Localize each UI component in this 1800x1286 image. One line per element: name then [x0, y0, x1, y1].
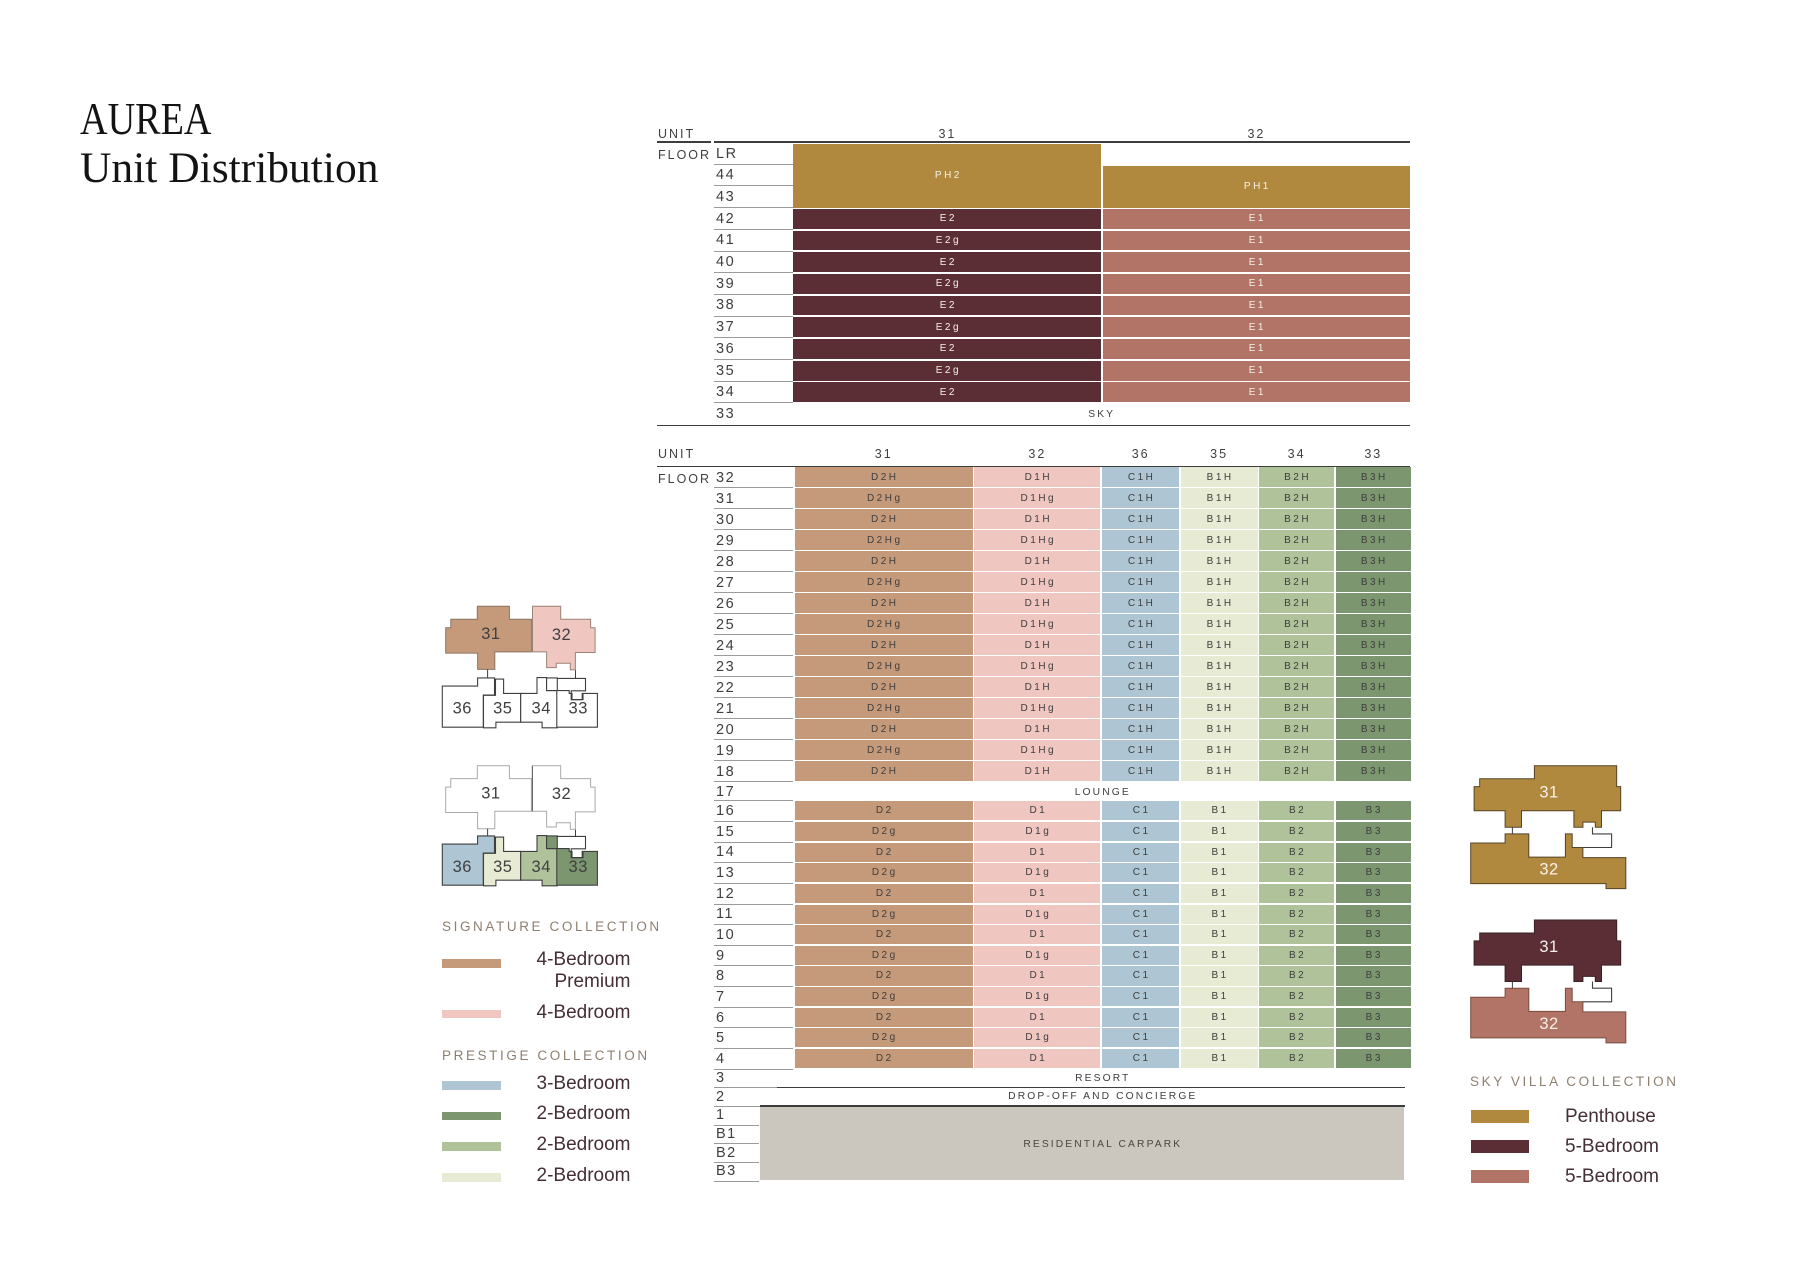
svg-text:34: 34 — [532, 700, 551, 718]
svg-text:31: 31 — [1539, 784, 1558, 802]
svg-text:35: 35 — [493, 700, 512, 718]
svg-text:31: 31 — [481, 625, 500, 643]
svg-text:32: 32 — [1539, 1015, 1558, 1033]
svg-text:34: 34 — [532, 858, 551, 876]
svg-text:33: 33 — [569, 858, 588, 876]
svg-text:36: 36 — [453, 700, 472, 718]
svg-text:31: 31 — [1539, 938, 1558, 956]
svg-text:33: 33 — [569, 700, 588, 718]
svg-text:31: 31 — [481, 785, 500, 803]
svg-text:32: 32 — [1539, 861, 1558, 879]
svg-text:32: 32 — [552, 785, 571, 803]
svg-text:35: 35 — [493, 858, 512, 876]
svg-text:36: 36 — [453, 858, 472, 876]
svg-text:32: 32 — [552, 626, 571, 644]
